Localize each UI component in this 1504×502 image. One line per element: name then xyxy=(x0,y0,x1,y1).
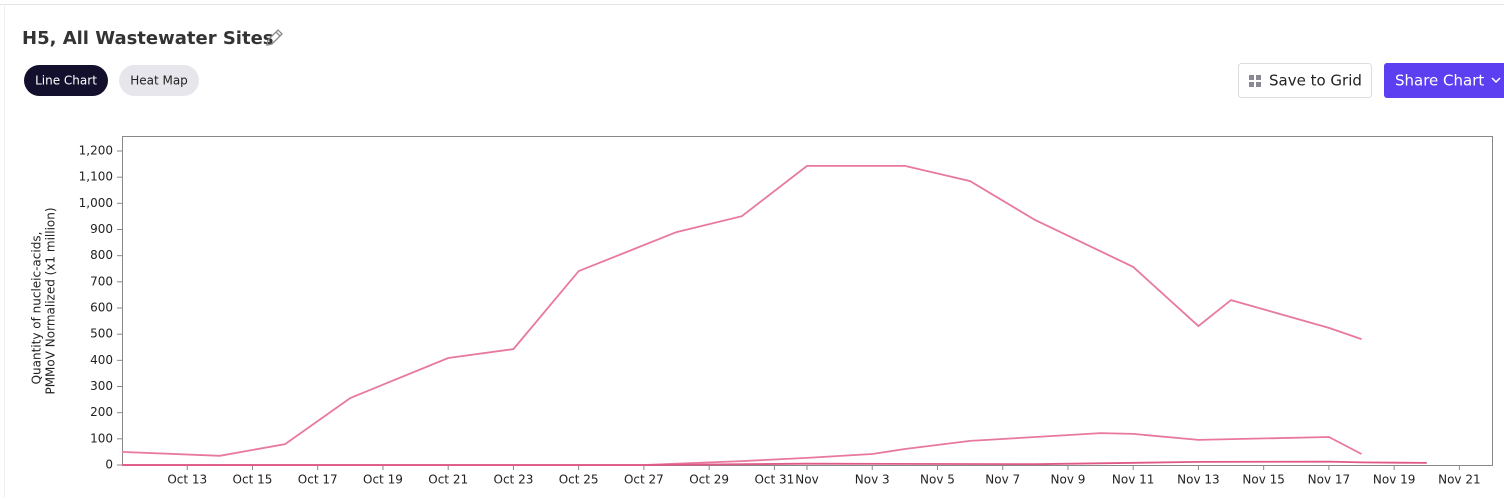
x-tick-label: Nov 15 xyxy=(1242,473,1285,487)
save-label[interactable]: Save to Grid xyxy=(1269,72,1362,90)
y-tick-label: 100 xyxy=(90,431,113,445)
series-line xyxy=(122,460,1427,466)
y-tick-label: 1,000 xyxy=(79,196,113,210)
x-tick-label: Oct 13 xyxy=(167,473,207,487)
tab-active[interactable] xyxy=(24,65,108,96)
series-line xyxy=(121,165,1362,457)
y-tick-label: 600 xyxy=(90,301,113,315)
x-tick-label: Oct 15 xyxy=(233,473,273,487)
x-tick-label: Nov 9 xyxy=(1051,473,1086,487)
x-tick-label: Nov 11 xyxy=(1112,473,1155,487)
share-button[interactable] xyxy=(1384,63,1504,98)
x-tick-label: Oct 27 xyxy=(624,473,664,487)
plot-frame xyxy=(122,136,1493,466)
series-line xyxy=(122,432,1362,466)
y-tick-label: 700 xyxy=(90,274,113,288)
share-label[interactable]: Share Chart xyxy=(1395,72,1484,90)
x-tick-label: Oct 23 xyxy=(494,473,534,487)
y-tick-label: 0 xyxy=(105,458,113,472)
x-tick-label: Oct 21 xyxy=(428,473,468,487)
y-axis-label: Quantity of nucleic-acids, xyxy=(30,232,44,385)
tab-label[interactable]: Line Chart xyxy=(35,74,97,88)
x-tick-label: Nov 3 xyxy=(855,473,890,487)
y-tick-label: 1,100 xyxy=(79,170,113,184)
x-tick-label: Nov xyxy=(795,473,818,487)
x-tick-label: Nov 19 xyxy=(1373,473,1416,487)
x-tick-label: Nov 7 xyxy=(985,473,1020,487)
title: H5, All Wastewater Sites xyxy=(22,28,274,49)
y-tick-label: 200 xyxy=(90,405,113,419)
y-tick-label: 1,200 xyxy=(79,144,113,158)
y-tick-label: 400 xyxy=(90,353,113,367)
grid-icon xyxy=(1249,75,1261,87)
tab-label[interactable]: Heat Map xyxy=(130,74,188,88)
edit-icon[interactable] xyxy=(266,29,283,46)
y-tick-label: 900 xyxy=(90,222,113,236)
x-tick-label: Nov 5 xyxy=(920,473,955,487)
x-tick-label: Nov 21 xyxy=(1438,473,1481,487)
x-tick-label: Oct 29 xyxy=(689,473,729,487)
x-tick-label: Oct 25 xyxy=(559,473,599,487)
y-tick-label: 500 xyxy=(90,327,113,341)
x-tick-label: Nov 13 xyxy=(1177,473,1220,487)
y-tick-label: 300 xyxy=(90,379,113,393)
x-tick-label: Oct 31 xyxy=(754,473,794,487)
x-tick-label: Nov 17 xyxy=(1308,473,1351,487)
x-tick-label: Oct 17 xyxy=(298,473,338,487)
y-axis-label: PMMoV Normalized (x1 million) xyxy=(44,207,58,394)
x-tick-label: Oct 19 xyxy=(363,473,403,487)
tab[interactable] xyxy=(119,65,199,96)
y-tick-label: 800 xyxy=(90,248,113,262)
save-button[interactable] xyxy=(1238,63,1372,98)
chevron xyxy=(1491,77,1501,84)
